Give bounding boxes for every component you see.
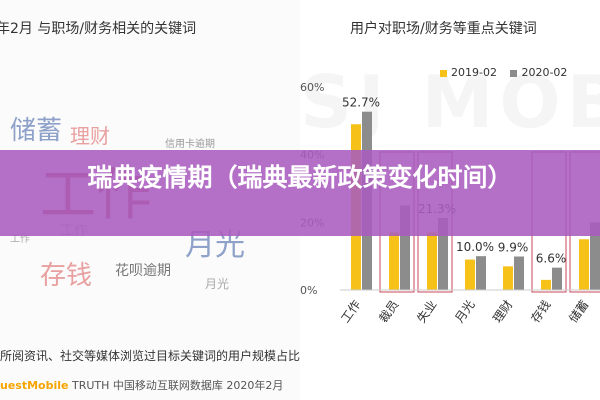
cloud-word: 工作: [10, 234, 30, 245]
x-tick-label: 理财: [490, 298, 515, 326]
footer-text: TRUTH 中国移动互联网数据库 2020年2月: [71, 379, 284, 392]
cloud-word: 信用卡逾期: [165, 139, 215, 150]
legend-swatch-2020: [510, 69, 518, 77]
footer-brand: uestMobile: [0, 379, 69, 392]
cloud-word: 花呗逾期: [115, 263, 171, 279]
legend-swatch-2019: [440, 69, 447, 77]
y-tick-label: 60%: [300, 81, 324, 94]
x-tick-label: 失业: [413, 297, 439, 325]
cloud-word: 月光: [205, 277, 230, 291]
x-tick-label: 存钱: [527, 297, 553, 325]
bar-2019-02: [541, 279, 551, 290]
bar-2019-02: [465, 259, 475, 290]
x-tick-label: 储蓄: [565, 297, 591, 325]
cloud-word: 储蓄: [10, 116, 63, 146]
cloud-word: 存钱: [40, 261, 93, 291]
data-label: 6.6%: [536, 252, 567, 266]
data-label: 9.9%: [498, 241, 529, 255]
bar-2019-02: [389, 232, 399, 290]
data-label: 52.7%: [342, 96, 380, 110]
legend-item-2020: 2020-02: [510, 66, 567, 79]
bar-2020-02: [400, 205, 410, 290]
x-tick-label: 工作: [338, 298, 363, 326]
bar-2020-02: [552, 267, 562, 290]
headline-title: 瑞典疫情期（瑞典最新政策变化时间）: [87, 163, 513, 192]
bar-2020-02: [590, 222, 600, 290]
bar-2019-02: [503, 266, 513, 290]
x-tick-label: 裁员: [376, 298, 401, 326]
legend-label-2019: 2019-02: [451, 66, 497, 79]
chart-legend: 2019-02 2020-02: [440, 66, 577, 79]
legend-label-2020: 2020-02: [521, 66, 568, 79]
bar-2019-02: [579, 239, 589, 290]
left-caption: 所阅资讯、社交等媒体浏览过目标关键词的用户规模占比: [0, 349, 301, 363]
watermark: SJ MOBI: [300, 60, 600, 144]
right-chart-title: 用户对职场/财务等重点关键词: [350, 21, 537, 37]
bar-2020-02: [476, 256, 486, 290]
source-footer: uestMobile TRUTH 中国移动互联网数据库 2020年2月: [0, 377, 283, 393]
bar-2019-02: [427, 232, 437, 290]
y-tick-label: 0%: [300, 284, 317, 297]
bar-2020-02: [438, 217, 448, 290]
legend-item-2019: 2019-02: [440, 66, 497, 79]
bar-2020-02: [514, 256, 524, 290]
data-label: 10.0%: [456, 240, 494, 254]
headline-banner: [0, 150, 600, 236]
cloud-word: 理财: [70, 124, 110, 148]
left-chart-title: 年2月 与职场/财务相关的关键词: [0, 21, 197, 37]
x-tick-label: 月光: [452, 298, 477, 326]
